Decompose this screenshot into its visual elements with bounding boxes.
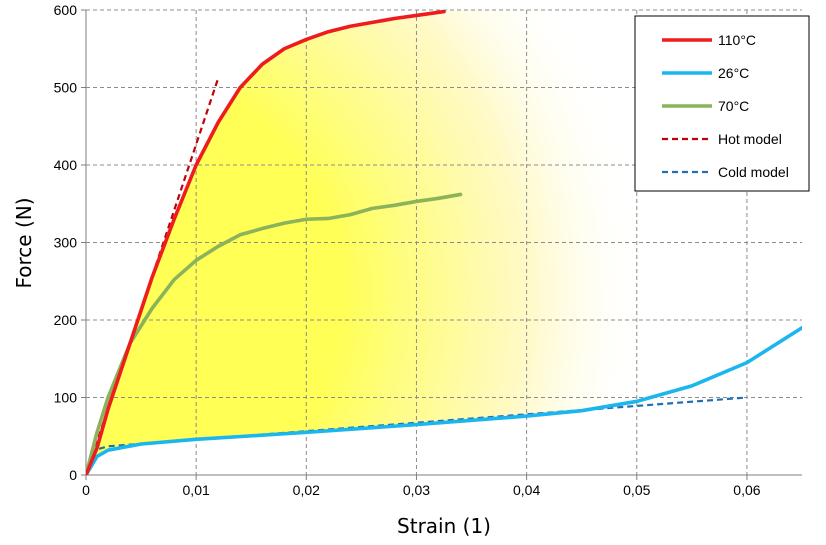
x-tick-label: 0,04 [513,482,540,498]
legend-item: 70°C [662,98,749,114]
x-axis-title: Strain (1) [397,514,491,538]
series-line-26-c [86,325,802,475]
series-line-110-c [86,10,446,475]
legend-item: Hot model [662,131,782,147]
x-tick-label: 0,05 [623,482,650,498]
y-tick-label: 600 [54,2,78,18]
legend-item: Cold model [662,164,789,180]
y-tick-label: 0 [69,467,77,483]
x-tick-label: 0,02 [293,482,320,498]
legend-label: 110°C [718,32,756,48]
legend-box [634,15,810,192]
y-tick-label: 500 [54,80,78,96]
y-tick-label: 300 [54,235,78,251]
x-tick-label: 0,01 [183,482,210,498]
legend-label: Cold model [718,164,789,180]
legend-label: Hot model [718,131,782,147]
y-tick-label: 100 [54,390,78,406]
legend: 110°C 26°C 70°C Hot model Cold model [634,15,810,192]
y-tick-label: 200 [54,312,78,328]
legend-item: 110°C [662,32,756,48]
x-tick-label: 0,03 [403,482,430,498]
x-tick-label: 0,06 [733,482,760,498]
y-axis-title: Force (N) [12,197,36,288]
legend-label: 26°C [718,65,749,81]
y-tick-label: 400 [54,157,78,173]
legend-item: 26°C [662,65,749,81]
x-tick-label: 0 [82,482,90,498]
legend-label: 70°C [718,98,749,114]
